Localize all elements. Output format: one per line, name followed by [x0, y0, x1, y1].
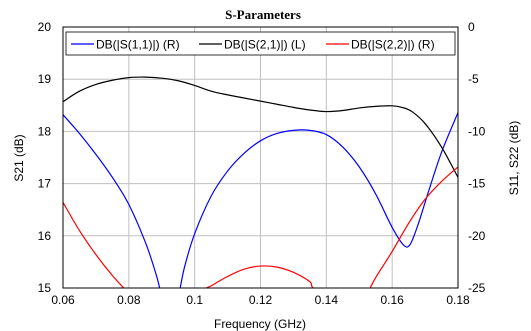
series-s22-line [63, 166, 458, 288]
tick-labels: 0.06 0.08 0.1 0.12 0.14 0.16 0.18 15 16 17 18 19 20 -… [38, 20, 486, 307]
y-left-tick-label: 18 [38, 124, 52, 138]
grid-lines [63, 27, 458, 288]
y-right-tick-label: -20 [468, 229, 486, 243]
y-right-tick-label: 0 [468, 20, 475, 34]
y-left-tick-label: 19 [38, 72, 52, 86]
x-tick-label: 0.08 [117, 293, 141, 307]
legend-label-s21: DB(|S(2,1)|) (L) [224, 38, 306, 52]
y-right-tick-label: -15 [468, 177, 486, 191]
series-s21-line [63, 76, 458, 178]
series-layer [63, 76, 458, 288]
y-right-tick-label: -25 [468, 281, 486, 295]
x-tick-label: 0.14 [315, 293, 339, 307]
y-axis-right-label: S11, S22 (dB) [507, 121, 521, 195]
x-tick-label: 0.18 [446, 293, 470, 307]
y-left-tick-label: 17 [38, 177, 52, 191]
x-axis-label: Frequency (GHz) [214, 317, 306, 331]
y-left-tick-label: 16 [38, 229, 52, 243]
legend-label-s22: DB(|S(2,2)|) (R) [351, 38, 435, 52]
y-right-tick-label: -10 [468, 124, 486, 138]
x-tick-label: 0.06 [51, 293, 75, 307]
y-left-tick-label: 20 [38, 20, 52, 34]
x-tick-label: 0.12 [249, 293, 273, 307]
plot-frame [62, 26, 459, 289]
legend: DB(|S(1,1)|) (R) DB(|S(2,1)|) (L) DB(|S(… [65, 31, 456, 56]
chart-title: S-Parameters [225, 7, 301, 22]
y-right-tick-label: -5 [468, 72, 479, 86]
series-s11-line [63, 112, 458, 288]
y-left-tick-label: 15 [38, 281, 52, 295]
x-tick-label: 0.1 [186, 293, 203, 307]
x-tick-label: 0.16 [380, 293, 404, 307]
y-axis-left-label: S21 (dB) [12, 134, 26, 181]
legend-box [65, 31, 456, 56]
legend-label-s11: DB(|S(1,1)|) (R) [96, 38, 180, 52]
